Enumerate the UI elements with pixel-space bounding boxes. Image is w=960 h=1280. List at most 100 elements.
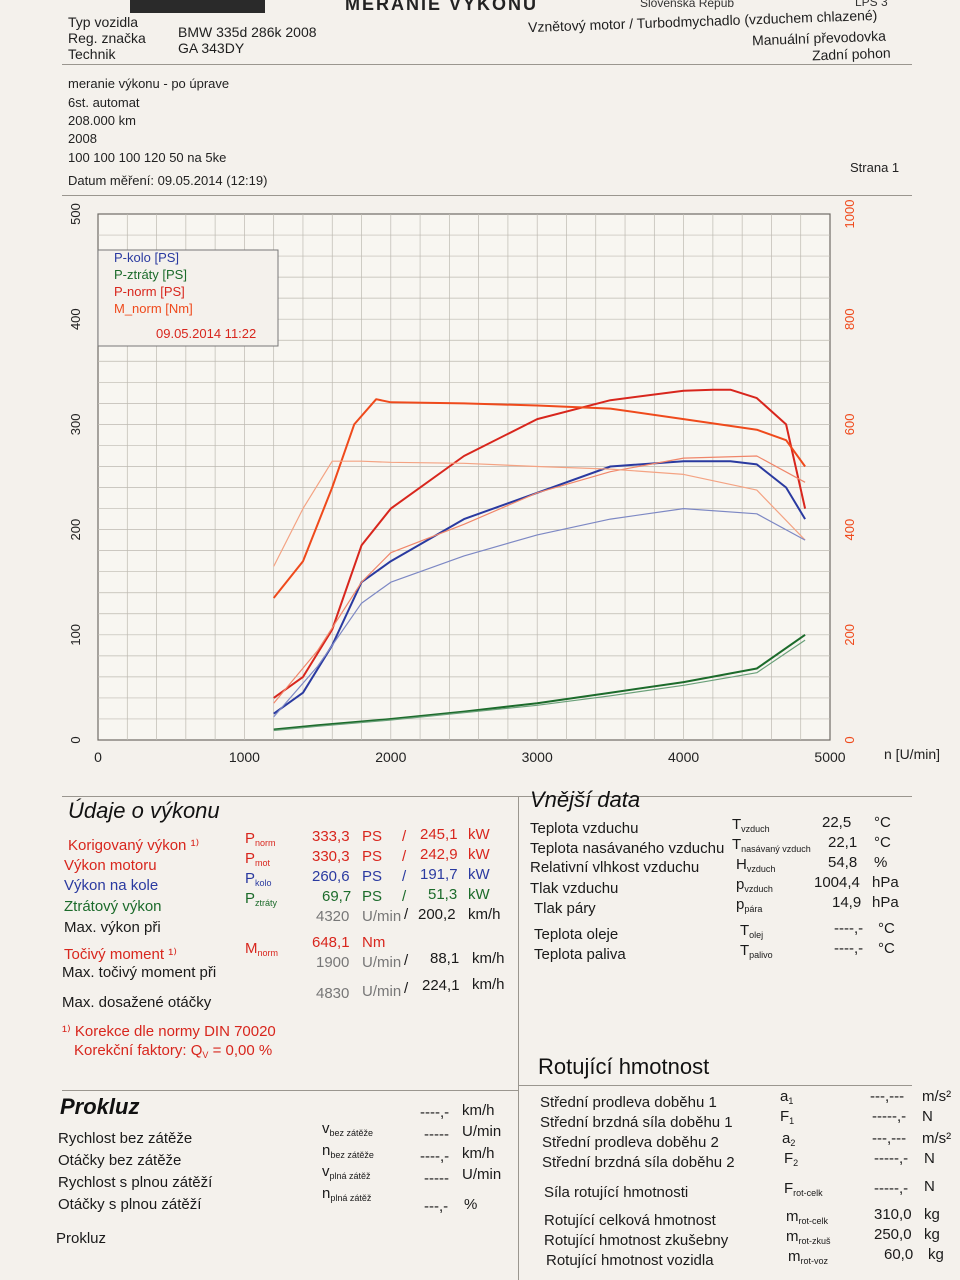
power-torque-chart: 0 1000 2000 3000 4000 50000100200300400500020… [68, 200, 940, 765]
rot-value: 310,0 [874, 1206, 912, 1223]
max-rpm-speed: 224,1 [422, 977, 460, 994]
rot-label: Rotující hmotnost vozidla [546, 1252, 714, 1269]
ext-label: Tlak vzduchu [530, 880, 619, 897]
y-right-tick-label: 1000 [842, 200, 857, 228]
perf-unit-kw: kW [468, 866, 490, 883]
x-tick-label: 1000 [229, 749, 260, 765]
rot-symbol: mrot-zkuš [786, 1228, 831, 1246]
vehicle-type-value: BMW 335d 286k 2008 [178, 24, 317, 40]
rot-unit: N [924, 1150, 935, 1167]
y-right-tick-label: 200 [842, 624, 857, 646]
series-line [273, 455, 806, 704]
rot-symbol: mrot-voz [788, 1248, 829, 1266]
section-divider-mid-right [518, 1085, 912, 1086]
slip-value-unit: % [464, 1196, 478, 1213]
ext-symbol: Tnasávaný vzduch [732, 836, 811, 854]
max-torque-speed-unit: km/h [472, 950, 505, 967]
chart-legend: P-kolo [PS] P-ztráty [PS] P-norm [PS] M_… [97, 249, 279, 347]
max-torque-label: Max. točivý moment při [62, 964, 217, 981]
ext-symbol: pvzduch [736, 876, 773, 894]
perf-value-kw: 242,9 [420, 846, 458, 863]
perf-value-kw: 51,3 [428, 886, 458, 903]
rot-symbol: F2 [784, 1150, 799, 1168]
ext-unit: hPa [872, 874, 899, 891]
reg-value: GA 343DY [178, 40, 245, 56]
max-torque-rpm: 1900 [316, 954, 350, 971]
header-divider [62, 64, 912, 65]
y-left-tick-label: 300 [68, 414, 83, 436]
series-line [273, 508, 806, 718]
perf-separator: / [402, 848, 407, 865]
legend-item-m-norm: M_norm [Nm] [114, 301, 193, 316]
rot-label: Střední brzdná síla doběhu 1 [540, 1114, 733, 1131]
rot-value: 250,0 [874, 1226, 912, 1243]
perf-unit-kw: kW [468, 826, 490, 843]
rot-label: Střední brzdná síla doběhu 2 [542, 1154, 735, 1171]
ext-value: ----,- [834, 920, 864, 937]
ext-symbol: Hvzduch [736, 856, 776, 874]
doc-code: LPS 3 [855, 0, 888, 9]
y-left-tick-label: 400 [68, 308, 83, 330]
perf-label: Ztrátový výkon [64, 898, 162, 915]
max-power-speed: 200,2 [418, 906, 456, 923]
rot-value: -----,- [874, 1180, 909, 1197]
note-line: 2008 [68, 131, 97, 146]
torque-unit: Nm [362, 934, 386, 951]
max-power-label: Max. výkon při [64, 919, 161, 936]
ext-symbol: Tolej [740, 922, 764, 940]
perf-symbol: Pztráty [245, 890, 278, 908]
rot-value: 60,0 [884, 1246, 914, 1263]
x-tick-label: 2000 [375, 749, 406, 765]
perf-value-kw: 245,1 [420, 826, 458, 843]
note-line: 208.000 km [68, 113, 136, 128]
slip-label: Otáčky s plnou zátěží [58, 1196, 202, 1213]
rot-symbol: Frot-celk [784, 1180, 823, 1198]
rot-unit: kg [924, 1226, 940, 1243]
performance-title: Údaje o výkonu [68, 798, 220, 823]
ext-unit: hPa [872, 894, 899, 911]
ext-label: Teplota oleje [534, 926, 619, 943]
section-divider-mid-left [62, 1090, 518, 1091]
max-torque-speed: 88,1 [430, 950, 460, 967]
rot-unit: N [924, 1178, 935, 1195]
engine-info-3: Zadní pohon [811, 44, 891, 64]
rot-unit: kg [924, 1206, 940, 1223]
slip-symbol: vbez zátěže [322, 1120, 374, 1138]
max-power-sep: / [404, 906, 409, 923]
rot-symbol: F1 [780, 1108, 795, 1126]
rot-value: -----,- [874, 1150, 909, 1167]
ext-value: ----,- [834, 940, 864, 957]
max-rpm-sep: / [404, 980, 409, 997]
slip-value: ----- [424, 1170, 449, 1187]
slip-symbol: nbez zátěže [322, 1142, 374, 1160]
slip-unit: U/min [462, 1123, 502, 1140]
legend-timestamp: 09.05.2014 11:22 [156, 326, 256, 341]
series-line [273, 388, 807, 699]
ext-unit: °C [878, 940, 895, 957]
slip-label: Rychlost s plnou zátěží [58, 1174, 213, 1191]
note-line: meranie výkonu - po úprave [68, 76, 230, 91]
series-line [273, 633, 806, 731]
rot-unit: N [922, 1108, 933, 1125]
slip-label: Rychlost bez zátěže [58, 1130, 193, 1147]
slip-unit: km/h [462, 1102, 495, 1119]
torque-label: Točivý moment ¹⁾ [64, 946, 177, 963]
rot-symbol: a1 [780, 1088, 794, 1106]
perf-value-ps: 260,6 [312, 868, 350, 885]
rot-label: Síla rotující hmotnosti [544, 1184, 689, 1201]
note-line: 100 100 100 120 50 na 5ke [68, 150, 227, 165]
external-title: Vnější data [530, 787, 641, 812]
ext-symbol: Tpalivo [740, 942, 773, 960]
rot-value: -----,- [872, 1108, 907, 1125]
slip-title: Prokluz [60, 1094, 140, 1119]
ext-unit: °C [878, 920, 895, 937]
ext-value: 22,5 [822, 814, 852, 831]
max-rpm-label: Max. dosažené otáčky [62, 994, 212, 1011]
x-tick-label: 4000 [668, 749, 699, 765]
x-tick-label: 0 [94, 749, 102, 765]
rot-symbol: mrot-celk [786, 1208, 829, 1226]
vehicle-type-label: Typ vozidla [68, 14, 139, 30]
perf-unit-kw: kW [468, 846, 490, 863]
rot-value: ---,--- [870, 1088, 905, 1105]
perf-symbol: Pmot [245, 850, 271, 868]
